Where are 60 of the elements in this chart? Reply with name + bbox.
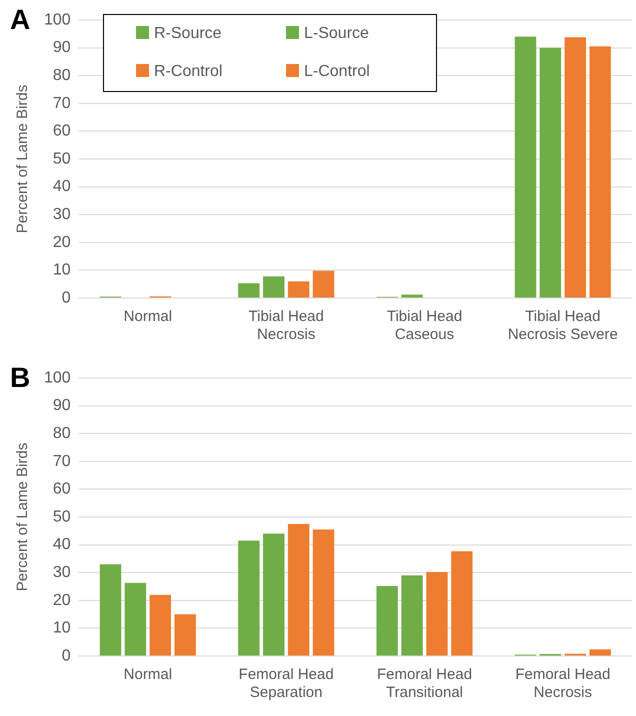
- bar: [589, 649, 611, 656]
- x-tick-label: Femoral Head Transitional: [376, 666, 472, 702]
- x-tick-label: Femoral Head Separation: [238, 666, 334, 702]
- y-tick-label: 10: [52, 262, 71, 279]
- x-tick-label: Tibial Head Necrosis Severe: [508, 308, 618, 344]
- y-tick-label: 80: [52, 67, 71, 84]
- bar: [401, 294, 423, 298]
- bar: [312, 270, 334, 298]
- bar: [174, 614, 196, 656]
- bar: [312, 530, 334, 656]
- x-tick-label: Tibial Head Necrosis: [248, 308, 324, 344]
- bar: [589, 46, 611, 298]
- bar: [451, 551, 473, 656]
- y-tick-label: 30: [52, 206, 71, 224]
- y-tick-label: 30: [52, 564, 71, 582]
- y-axis-title: Percent of Lame Birds: [14, 442, 32, 592]
- chart-title: B: [10, 362, 30, 394]
- bar: [238, 283, 260, 298]
- x-tick-label: Femoral Head Necrosis: [515, 666, 610, 702]
- bar: [401, 575, 423, 656]
- legend-label: R-Source: [153, 25, 223, 43]
- y-tick-label: 40: [52, 536, 71, 554]
- y-tick-label: 70: [52, 452, 71, 470]
- bar: [514, 36, 536, 298]
- y-tick-label: 90: [52, 397, 71, 414]
- y-tick-label: 100: [44, 11, 71, 28]
- bar: [288, 281, 310, 298]
- y-tick-label: 50: [52, 150, 71, 168]
- legend-label: L-Source: [303, 25, 370, 43]
- y-tick-label: 70: [52, 94, 71, 112]
- bar: [288, 524, 310, 656]
- bar: [376, 586, 398, 656]
- bar: [100, 564, 122, 656]
- chart-title: A: [10, 4, 30, 36]
- y-tick-label: 0: [62, 289, 71, 306]
- bar: [564, 37, 586, 298]
- y-tick-label: 20: [52, 234, 71, 251]
- legend-label: L-Control: [303, 63, 371, 81]
- bar: [540, 48, 562, 298]
- y-tick-label: 0: [62, 647, 71, 664]
- legend-label: R-Control: [153, 63, 224, 81]
- y-axis-title: Percent of Lame Birds: [14, 84, 32, 234]
- y-tick-label: 80: [52, 425, 71, 442]
- x-tick-label: Normal: [124, 666, 172, 684]
- y-tick-label: 10: [52, 620, 71, 637]
- bar: [238, 540, 260, 656]
- y-tick-label: 60: [52, 122, 71, 140]
- y-tick-label: 20: [52, 592, 71, 609]
- bar: [426, 572, 448, 656]
- bar: [263, 276, 284, 298]
- y-tick-label: 100: [44, 369, 71, 386]
- y-tick-label: 40: [52, 178, 71, 196]
- y-tick-label: 50: [52, 508, 71, 526]
- y-tick-label: 90: [52, 39, 71, 56]
- bar: [124, 582, 146, 656]
- bar: [263, 534, 284, 656]
- x-tick-label: Tibial Head Caseous: [386, 308, 462, 344]
- y-tick-label: 60: [52, 480, 71, 498]
- x-tick-label: Normal: [124, 308, 172, 326]
- bar: [150, 594, 172, 656]
